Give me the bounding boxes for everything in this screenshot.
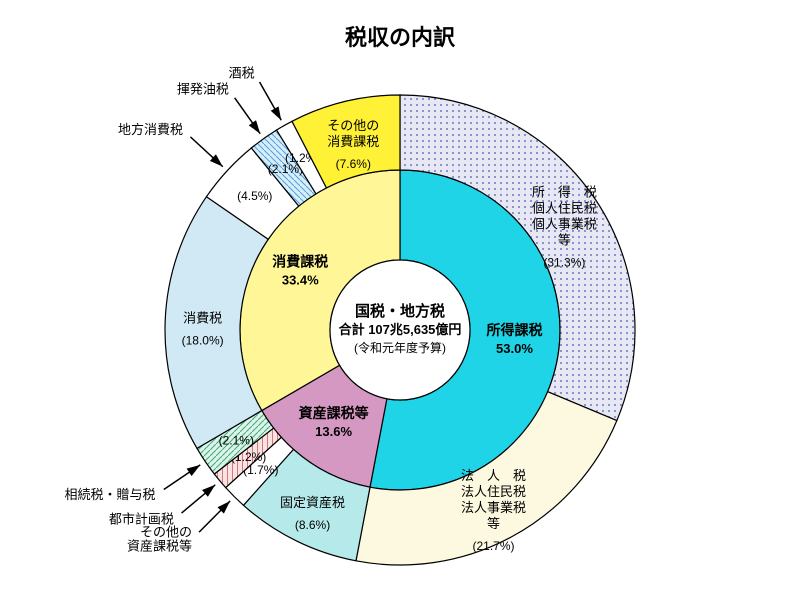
svg-text:消費課税: 消費課税: [327, 134, 379, 149]
svg-text:等: 等: [487, 516, 500, 531]
svg-text:53.0%: 53.0%: [496, 341, 533, 356]
svg-text:(4.5%): (4.5%): [237, 189, 272, 203]
svg-text:その他の: その他の: [327, 118, 379, 133]
svg-text:(31.3%): (31.3%): [543, 256, 585, 270]
svg-text:13.6%: 13.6%: [315, 424, 352, 439]
svg-text:個人住民税: 個人住民税: [532, 201, 597, 216]
svg-text:(8.6%): (8.6%): [295, 518, 330, 532]
svg-text:個人事業税: 個人事業税: [532, 217, 597, 232]
svg-text:国税・地方税: 国税・地方税: [355, 302, 445, 320]
svg-text:法人住民税: 法人住民税: [461, 484, 526, 499]
svg-text:合計 107兆5,635億円: 合計 107兆5,635億円: [339, 322, 462, 337]
svg-text:(2.1%): (2.1%): [219, 433, 254, 447]
svg-text:消費課税: 消費課税: [272, 254, 328, 270]
svg-text:資産課税等: 資産課税等: [127, 538, 192, 553]
svg-text:所 得 税: 所 得 税: [532, 185, 597, 200]
svg-text:法人事業税: 法人事業税: [461, 500, 526, 515]
pie-chart: 所得課税 53.0% 資産課税等 13.6% 消費課税 33.4% 所 得 税個人住民税個人…: [0, 0, 800, 600]
svg-text:揮発油税: 揮発油税: [177, 82, 229, 97]
svg-text:その他の: その他の: [140, 524, 192, 539]
svg-text:固定資産税: 固定資産税: [280, 495, 345, 510]
svg-text:資産課税等: 資産課税等: [299, 405, 369, 421]
svg-text:相続税・贈与税: 相続税・贈与税: [64, 487, 155, 502]
svg-text:(21.7%): (21.7%): [472, 539, 514, 553]
svg-text:(18.0%): (18.0%): [182, 334, 224, 348]
svg-text:33.4%: 33.4%: [282, 273, 319, 288]
svg-text:所得課税: 所得課税: [486, 322, 542, 338]
svg-text:等: 等: [558, 233, 571, 248]
svg-text:(7.6%): (7.6%): [336, 157, 371, 171]
svg-text:地方消費税: 地方消費税: [118, 122, 183, 137]
svg-text:酒税: 酒税: [229, 65, 255, 80]
svg-text:法 人 税: 法 人 税: [461, 468, 526, 483]
svg-text:消費税: 消費税: [183, 311, 222, 326]
svg-text:(令和元年度予算): (令和元年度予算): [354, 340, 446, 355]
svg-text:都市計画税: 都市計画税: [109, 511, 174, 526]
